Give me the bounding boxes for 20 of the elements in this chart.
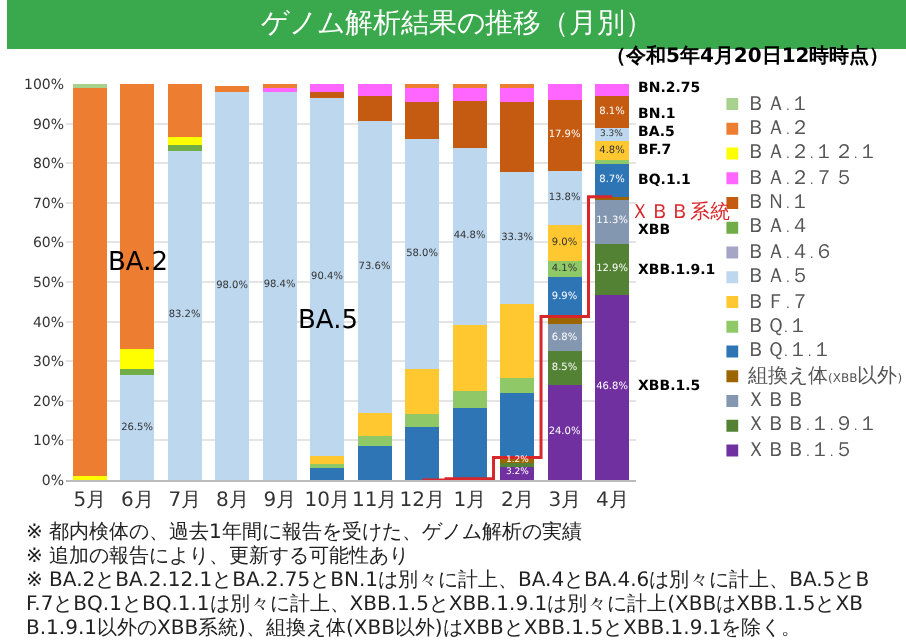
- chart-title: ゲノム解析結果の推移（月別）: [261, 8, 653, 40]
- x-tick-label: 1月: [453, 490, 487, 512]
- x-tick-label: 11月: [352, 490, 398, 512]
- text: ※ 追加の報告により、更新する可能性あり: [26, 544, 410, 568]
- x-tick-label: 12月: [399, 490, 445, 512]
- x-tick-label: 4月: [595, 490, 629, 512]
- x-tick-label: 5月: [73, 490, 107, 512]
- x-tick-label: 8月: [215, 490, 249, 512]
- x-tick-label: 6月: [120, 490, 154, 512]
- x-tick-label: 10月: [304, 490, 350, 512]
- x-tick-label: 2月: [500, 490, 534, 512]
- x-tick-label: 7月: [168, 490, 202, 512]
- text: ※ 都内検体の、過去1年間に報告を受けた、ゲノム解析の実績: [26, 520, 582, 544]
- text: （令和5年4月20日12時時点）: [606, 44, 890, 68]
- legend-label: ＸＢＢ: [746, 390, 806, 412]
- series-label: ＸＢＢ系統: [630, 200, 730, 224]
- text: ※ BA.2とBA.2.12.1とBA.2.75とBN.1は別々に計上、BA.4とBA.4.6は別々に計上、BA.5とBF.7とBQ.1とBQ.1.1は別々に計上、XBB.1.5とXBB.1.9.1は別々に計上(XBBはXBB.1.5とXBB.1.9.1以外のXBB系統)、組換え体(XBB以外)はXBBとXBB.1.5とXBB.1.9.1を除く。: [26, 568, 870, 640]
- annotation: BA.5: [298, 306, 358, 336]
- x-tick-label: 9月: [263, 490, 297, 512]
- x-tick-label: 3月: [548, 490, 582, 512]
